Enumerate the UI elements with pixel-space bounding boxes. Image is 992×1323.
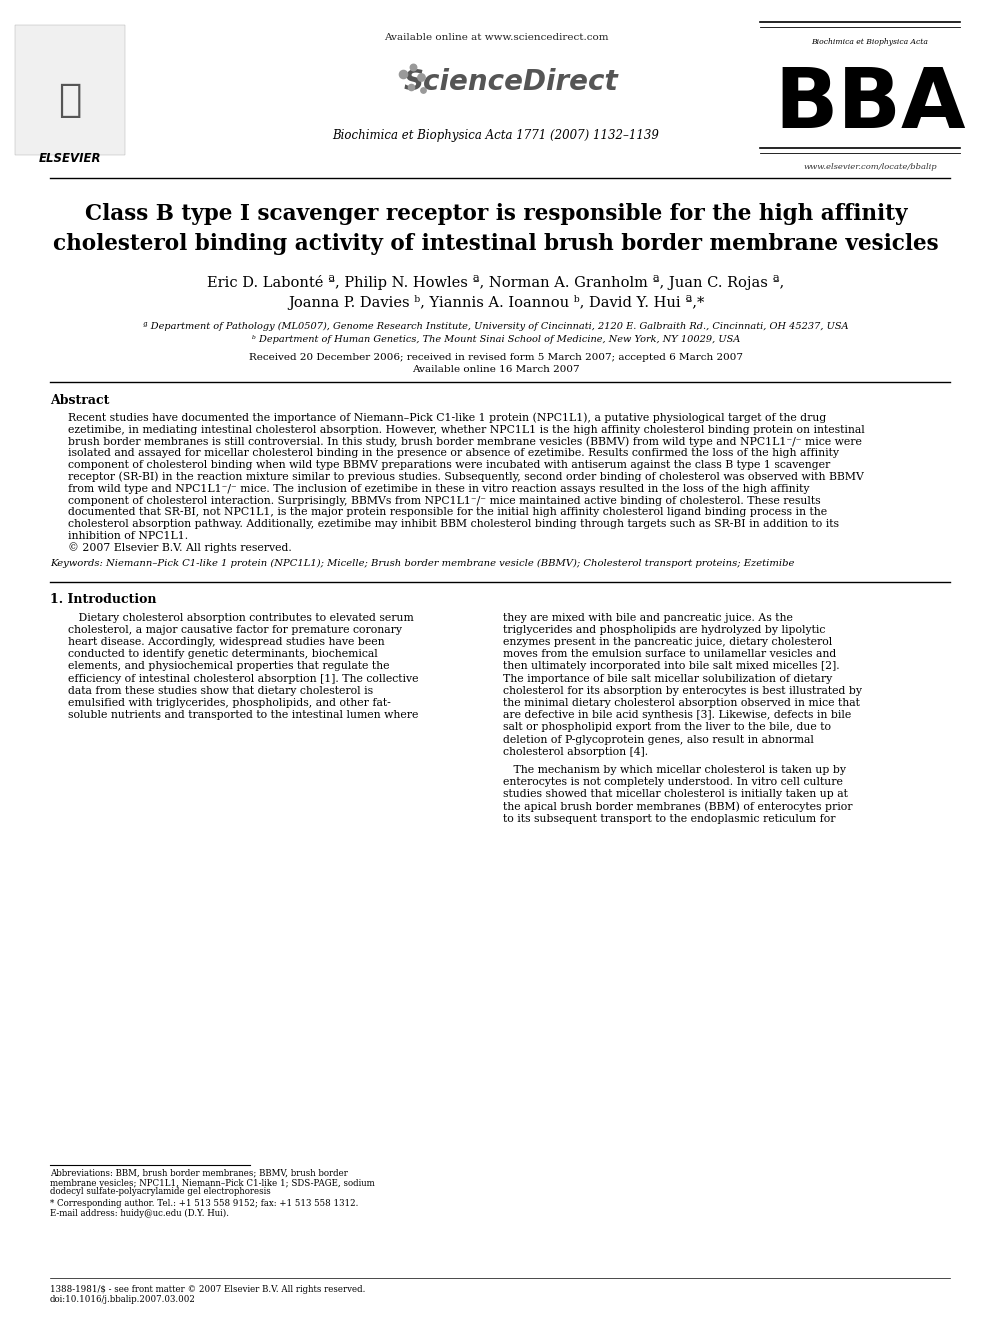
Text: cholesterol for its absorption by enterocytes is best illustrated by: cholesterol for its absorption by entero… bbox=[503, 685, 862, 696]
Text: The importance of bile salt micellar solubilization of dietary: The importance of bile salt micellar sol… bbox=[503, 673, 832, 684]
Text: are defective in bile acid synthesis [3]. Likewise, defects in bile: are defective in bile acid synthesis [3]… bbox=[503, 710, 851, 720]
Text: moves from the emulsion surface to unilamellar vesicles and: moves from the emulsion surface to unila… bbox=[503, 650, 836, 659]
Text: isolated and assayed for micellar cholesterol binding in the presence or absence: isolated and assayed for micellar choles… bbox=[68, 448, 839, 458]
Text: receptor (SR-BI) in the reaction mixture similar to previous studies. Subsequent: receptor (SR-BI) in the reaction mixture… bbox=[68, 472, 864, 483]
Text: studies showed that micellar cholesterol is initially taken up at: studies showed that micellar cholesterol… bbox=[503, 790, 848, 799]
Text: 1. Introduction: 1. Introduction bbox=[50, 593, 157, 606]
Text: Abbreviations: BBM, brush border membranes; BBMV, brush border: Abbreviations: BBM, brush border membran… bbox=[50, 1168, 348, 1177]
Text: E-mail address: huidy@uc.edu (D.Y. Hui).: E-mail address: huidy@uc.edu (D.Y. Hui). bbox=[50, 1208, 229, 1217]
Text: elements, and physiochemical properties that regulate the: elements, and physiochemical properties … bbox=[68, 662, 390, 671]
Point bbox=[415, 79, 431, 101]
Text: documented that SR-BI, not NPC1L1, is the major protein responsible for the init: documented that SR-BI, not NPC1L1, is th… bbox=[68, 508, 827, 517]
Text: ScienceDirect: ScienceDirect bbox=[404, 67, 618, 97]
Text: then ultimately incorporated into bile salt mixed micelles [2].: then ultimately incorporated into bile s… bbox=[503, 662, 839, 671]
Text: salt or phospholipid export from the liver to the bile, due to: salt or phospholipid export from the liv… bbox=[503, 722, 831, 733]
Text: emulsified with triglycerides, phospholipids, and other fat-: emulsified with triglycerides, phospholi… bbox=[68, 699, 391, 708]
Text: Recent studies have documented the importance of Niemann–Pick C1-like 1 protein : Recent studies have documented the impor… bbox=[68, 413, 826, 423]
Text: dodecyl sulfate-polyacrylamide gel electrophoresis: dodecyl sulfate-polyacrylamide gel elect… bbox=[50, 1188, 271, 1196]
Text: heart disease. Accordingly, widespread studies have been: heart disease. Accordingly, widespread s… bbox=[68, 636, 385, 647]
Text: * Corresponding author. Tel.: +1 513 558 9152; fax: +1 513 558 1312.: * Corresponding author. Tel.: +1 513 558… bbox=[50, 1199, 358, 1208]
Text: component of cholesterol interaction. Surprisingly, BBMVs from NPC1L1⁻/⁻ mice ma: component of cholesterol interaction. Su… bbox=[68, 496, 820, 505]
Text: triglycerides and phospholipids are hydrolyzed by lipolytic: triglycerides and phospholipids are hydr… bbox=[503, 624, 825, 635]
Text: cholesterol, a major causative factor for premature coronary: cholesterol, a major causative factor fo… bbox=[68, 624, 402, 635]
Text: ª Department of Pathology (ML0507), Genome Research Institute, University of Cin: ª Department of Pathology (ML0507), Geno… bbox=[143, 321, 849, 331]
Point bbox=[403, 77, 419, 98]
Text: they are mixed with bile and pancreatic juice. As the: they are mixed with bile and pancreatic … bbox=[503, 613, 793, 623]
Bar bbox=[15, 25, 125, 155]
Text: The mechanism by which micellar cholesterol is taken up by: The mechanism by which micellar choleste… bbox=[503, 765, 846, 775]
Text: data from these studies show that dietary cholesterol is: data from these studies show that dietar… bbox=[68, 685, 373, 696]
Text: Eric D. Labonté ª, Philip N. Howles ª, Norman A. Granholm ª, Juan C. Rojas ª,: Eric D. Labonté ª, Philip N. Howles ª, N… bbox=[207, 275, 785, 291]
Text: Biochimica et Biophysica Acta: Biochimica et Biophysica Acta bbox=[811, 38, 929, 46]
Text: component of cholesterol binding when wild type BBMV preparations were incubated: component of cholesterol binding when wi… bbox=[68, 460, 830, 470]
Text: 1388-1981/$ - see front matter © 2007 Elsevier B.V. All rights reserved.: 1388-1981/$ - see front matter © 2007 El… bbox=[50, 1285, 365, 1294]
Text: soluble nutrients and transported to the intestinal lumen where: soluble nutrients and transported to the… bbox=[68, 710, 419, 720]
Text: © 2007 Elsevier B.V. All rights reserved.: © 2007 Elsevier B.V. All rights reserved… bbox=[68, 542, 292, 553]
Text: Class B type I scavenger receptor is responsible for the high affinity: Class B type I scavenger receptor is res… bbox=[84, 202, 908, 225]
Text: Received 20 December 2006; received in revised form 5 March 2007; accepted 6 Mar: Received 20 December 2006; received in r… bbox=[249, 352, 743, 361]
Text: Abstract: Abstract bbox=[50, 393, 109, 406]
Text: cholesterol binding activity of intestinal brush border membrane vesicles: cholesterol binding activity of intestin… bbox=[54, 233, 938, 255]
Point bbox=[413, 66, 429, 87]
Text: ezetimibe, in mediating intestinal cholesterol absorption. However, whether NPC1: ezetimibe, in mediating intestinal chole… bbox=[68, 425, 865, 435]
Text: Dietary cholesterol absorption contributes to elevated serum: Dietary cholesterol absorption contribut… bbox=[68, 613, 414, 623]
Text: ᵇ Department of Human Genetics, The Mount Sinai School of Medicine, New York, NY: ᵇ Department of Human Genetics, The Moun… bbox=[252, 335, 740, 344]
Text: BBA: BBA bbox=[774, 65, 966, 146]
Text: enzymes present in the pancreatic juice, dietary cholesterol: enzymes present in the pancreatic juice,… bbox=[503, 636, 832, 647]
Text: ELSEVIER: ELSEVIER bbox=[39, 152, 101, 164]
Text: inhibition of NPC1L1.: inhibition of NPC1L1. bbox=[68, 531, 188, 541]
Text: enterocytes is not completely understood. In vitro cell culture: enterocytes is not completely understood… bbox=[503, 777, 843, 787]
Text: cholesterol absorption [4].: cholesterol absorption [4]. bbox=[503, 746, 648, 757]
Text: Available online at www.sciencedirect.com: Available online at www.sciencedirect.co… bbox=[384, 33, 608, 42]
Text: the apical brush border membranes (BBM) of enterocytes prior: the apical brush border membranes (BBM) … bbox=[503, 802, 852, 812]
Text: Biochimica et Biophysica Acta 1771 (2007) 1132–1139: Biochimica et Biophysica Acta 1771 (2007… bbox=[332, 128, 660, 142]
Text: Joanna P. Davies ᵇ, Yiannis A. Ioannou ᵇ, David Y. Hui ª,*: Joanna P. Davies ᵇ, Yiannis A. Ioannou ᵇ… bbox=[288, 295, 704, 310]
Text: conducted to identify genetic determinants, biochemical: conducted to identify genetic determinan… bbox=[68, 650, 378, 659]
Text: doi:10.1016/j.bbalip.2007.03.002: doi:10.1016/j.bbalip.2007.03.002 bbox=[50, 1295, 195, 1304]
Text: 🌳: 🌳 bbox=[59, 81, 81, 119]
Text: Available online 16 March 2007: Available online 16 March 2007 bbox=[413, 365, 579, 374]
Text: www.elsevier.com/locate/bbalip: www.elsevier.com/locate/bbalip bbox=[804, 163, 936, 171]
Text: Keywords: Niemann–Pick C1-like 1 protein (NPC1L1); Micelle; Brush border membran: Keywords: Niemann–Pick C1-like 1 protein… bbox=[50, 560, 795, 568]
Point bbox=[395, 64, 411, 85]
Text: to its subsequent transport to the endoplasmic reticulum for: to its subsequent transport to the endop… bbox=[503, 814, 835, 824]
Text: brush border membranes is still controversial. In this study, brush border membr: brush border membranes is still controve… bbox=[68, 437, 862, 447]
Text: deletion of P-glycoprotein genes, also result in abnormal: deletion of P-glycoprotein genes, also r… bbox=[503, 734, 813, 745]
Text: membrane vesicles; NPC1L1, Niemann–Pick C1-like 1; SDS-PAGE, sodium: membrane vesicles; NPC1L1, Niemann–Pick … bbox=[50, 1177, 375, 1187]
Text: efficiency of intestinal cholesterol absorption [1]. The collective: efficiency of intestinal cholesterol abs… bbox=[68, 673, 419, 684]
Point bbox=[405, 57, 421, 78]
Text: the minimal dietary cholesterol absorption observed in mice that: the minimal dietary cholesterol absorpti… bbox=[503, 699, 860, 708]
Text: from wild type and NPC1L1⁻/⁻ mice. The inclusion of ezetimibe in these in vitro : from wild type and NPC1L1⁻/⁻ mice. The i… bbox=[68, 484, 809, 493]
Text: cholesterol absorption pathway. Additionally, ezetimibe may inhibit BBM choleste: cholesterol absorption pathway. Addition… bbox=[68, 519, 839, 529]
